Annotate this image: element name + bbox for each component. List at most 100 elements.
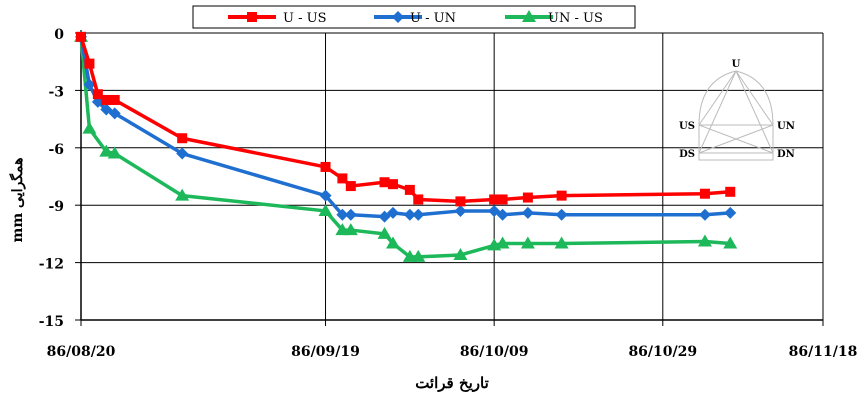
data-point	[76, 31, 86, 42]
legend-item: U - US	[228, 11, 326, 26]
data-point	[555, 208, 568, 221]
data-point	[92, 89, 103, 100]
legend-label: U - UN	[410, 11, 456, 26]
data-point	[392, 11, 404, 23]
data-point	[83, 78, 96, 91]
data-point	[100, 103, 113, 116]
data-point	[84, 58, 95, 69]
data-point	[454, 204, 467, 217]
data-point	[82, 121, 97, 134]
data-point	[109, 94, 120, 105]
inset-line	[698, 70, 737, 126]
data-point	[336, 208, 349, 221]
data-point	[343, 223, 358, 236]
data-point	[725, 186, 736, 197]
data-point	[320, 161, 331, 172]
data-point	[387, 179, 398, 190]
x-axis-label: تاریخ قرائت	[415, 374, 489, 392]
data-point	[723, 236, 738, 249]
inset-label-ds: DS	[679, 149, 695, 160]
data-point	[345, 181, 356, 192]
data-point	[521, 206, 534, 219]
inset-label-us: US	[679, 121, 695, 132]
data-point	[697, 234, 712, 247]
y-tick-label: 0	[54, 27, 64, 43]
inset-label-dn: DN	[777, 149, 795, 160]
x-tick-label: 86/10/29	[628, 344, 697, 360]
data-point	[319, 189, 332, 202]
data-point	[556, 190, 567, 201]
series-un-us	[74, 29, 738, 262]
data-point	[412, 208, 425, 221]
inset-label-u: U	[732, 59, 741, 70]
series-u-us	[76, 31, 736, 207]
data-point	[177, 133, 188, 144]
x-tick-labels: 86/08/20 86/09/19 86/10/09 86/10/29 86/11/18	[47, 344, 857, 360]
data-point	[403, 208, 416, 221]
y-tick-label: -9	[48, 199, 64, 215]
data-point	[698, 208, 711, 221]
tunnel-section-diagram: U US UN DS DN	[679, 59, 795, 161]
legend-item: UN - US	[505, 10, 603, 26]
y-tick-label: -3	[48, 84, 64, 100]
data-point	[377, 226, 392, 239]
inset-line	[735, 70, 774, 154]
data-point	[386, 206, 399, 219]
legend-label: UN - US	[548, 11, 603, 26]
data-point	[108, 107, 121, 120]
series-layer	[74, 29, 738, 262]
data-point	[455, 196, 466, 207]
grid	[81, 32, 824, 320]
x-tick-label: 86/09/19	[291, 344, 360, 360]
inset-line	[698, 70, 737, 154]
data-point	[337, 173, 348, 184]
data-point	[522, 192, 533, 203]
inset-line	[735, 70, 774, 126]
data-point	[497, 194, 508, 205]
axes	[75, 30, 824, 326]
tunnel-outline	[698, 70, 774, 161]
series-line	[79, 36, 731, 259]
legend-label: U - US	[283, 11, 326, 26]
data-point	[176, 147, 189, 160]
data-point	[489, 194, 500, 205]
data-point	[520, 236, 535, 249]
x-tick-label: 86/11/18	[789, 344, 857, 360]
data-point	[318, 203, 333, 216]
legend-items: U - US U - UN UN - US	[228, 10, 603, 26]
data-point	[101, 94, 112, 105]
inset-line	[698, 124, 774, 154]
data-point	[175, 188, 190, 201]
data-point	[453, 247, 468, 260]
data-point	[378, 210, 391, 223]
data-point	[344, 208, 357, 221]
data-point	[99, 144, 114, 157]
series-line	[79, 36, 731, 204]
data-point	[404, 184, 415, 195]
y-tick-labels: 0 -3 -6 -9 -12 -15	[39, 27, 65, 330]
y-tick-label: -6	[48, 142, 64, 158]
data-point	[411, 249, 426, 262]
x-tick-label: 86/08/20	[47, 344, 116, 360]
data-point	[247, 12, 257, 22]
y-axis-label: همگرایی mm	[9, 158, 26, 243]
data-point	[699, 188, 710, 199]
legend-item: U - UN	[374, 11, 456, 26]
data-point	[496, 208, 509, 221]
data-point	[495, 236, 510, 249]
y-tick-label: -12	[39, 257, 64, 273]
legend: U - US U - UN UN - US	[192, 5, 636, 29]
data-point	[488, 204, 501, 217]
y-tick-label: -15	[39, 314, 64, 330]
data-point	[724, 206, 737, 219]
data-point	[107, 146, 122, 159]
data-point	[522, 10, 536, 22]
data-point	[385, 236, 400, 249]
inset-label-un: UN	[777, 121, 795, 132]
data-point	[379, 177, 390, 188]
data-point	[413, 194, 424, 205]
data-point	[554, 236, 569, 249]
x-tick-label: 86/10/09	[460, 344, 529, 360]
